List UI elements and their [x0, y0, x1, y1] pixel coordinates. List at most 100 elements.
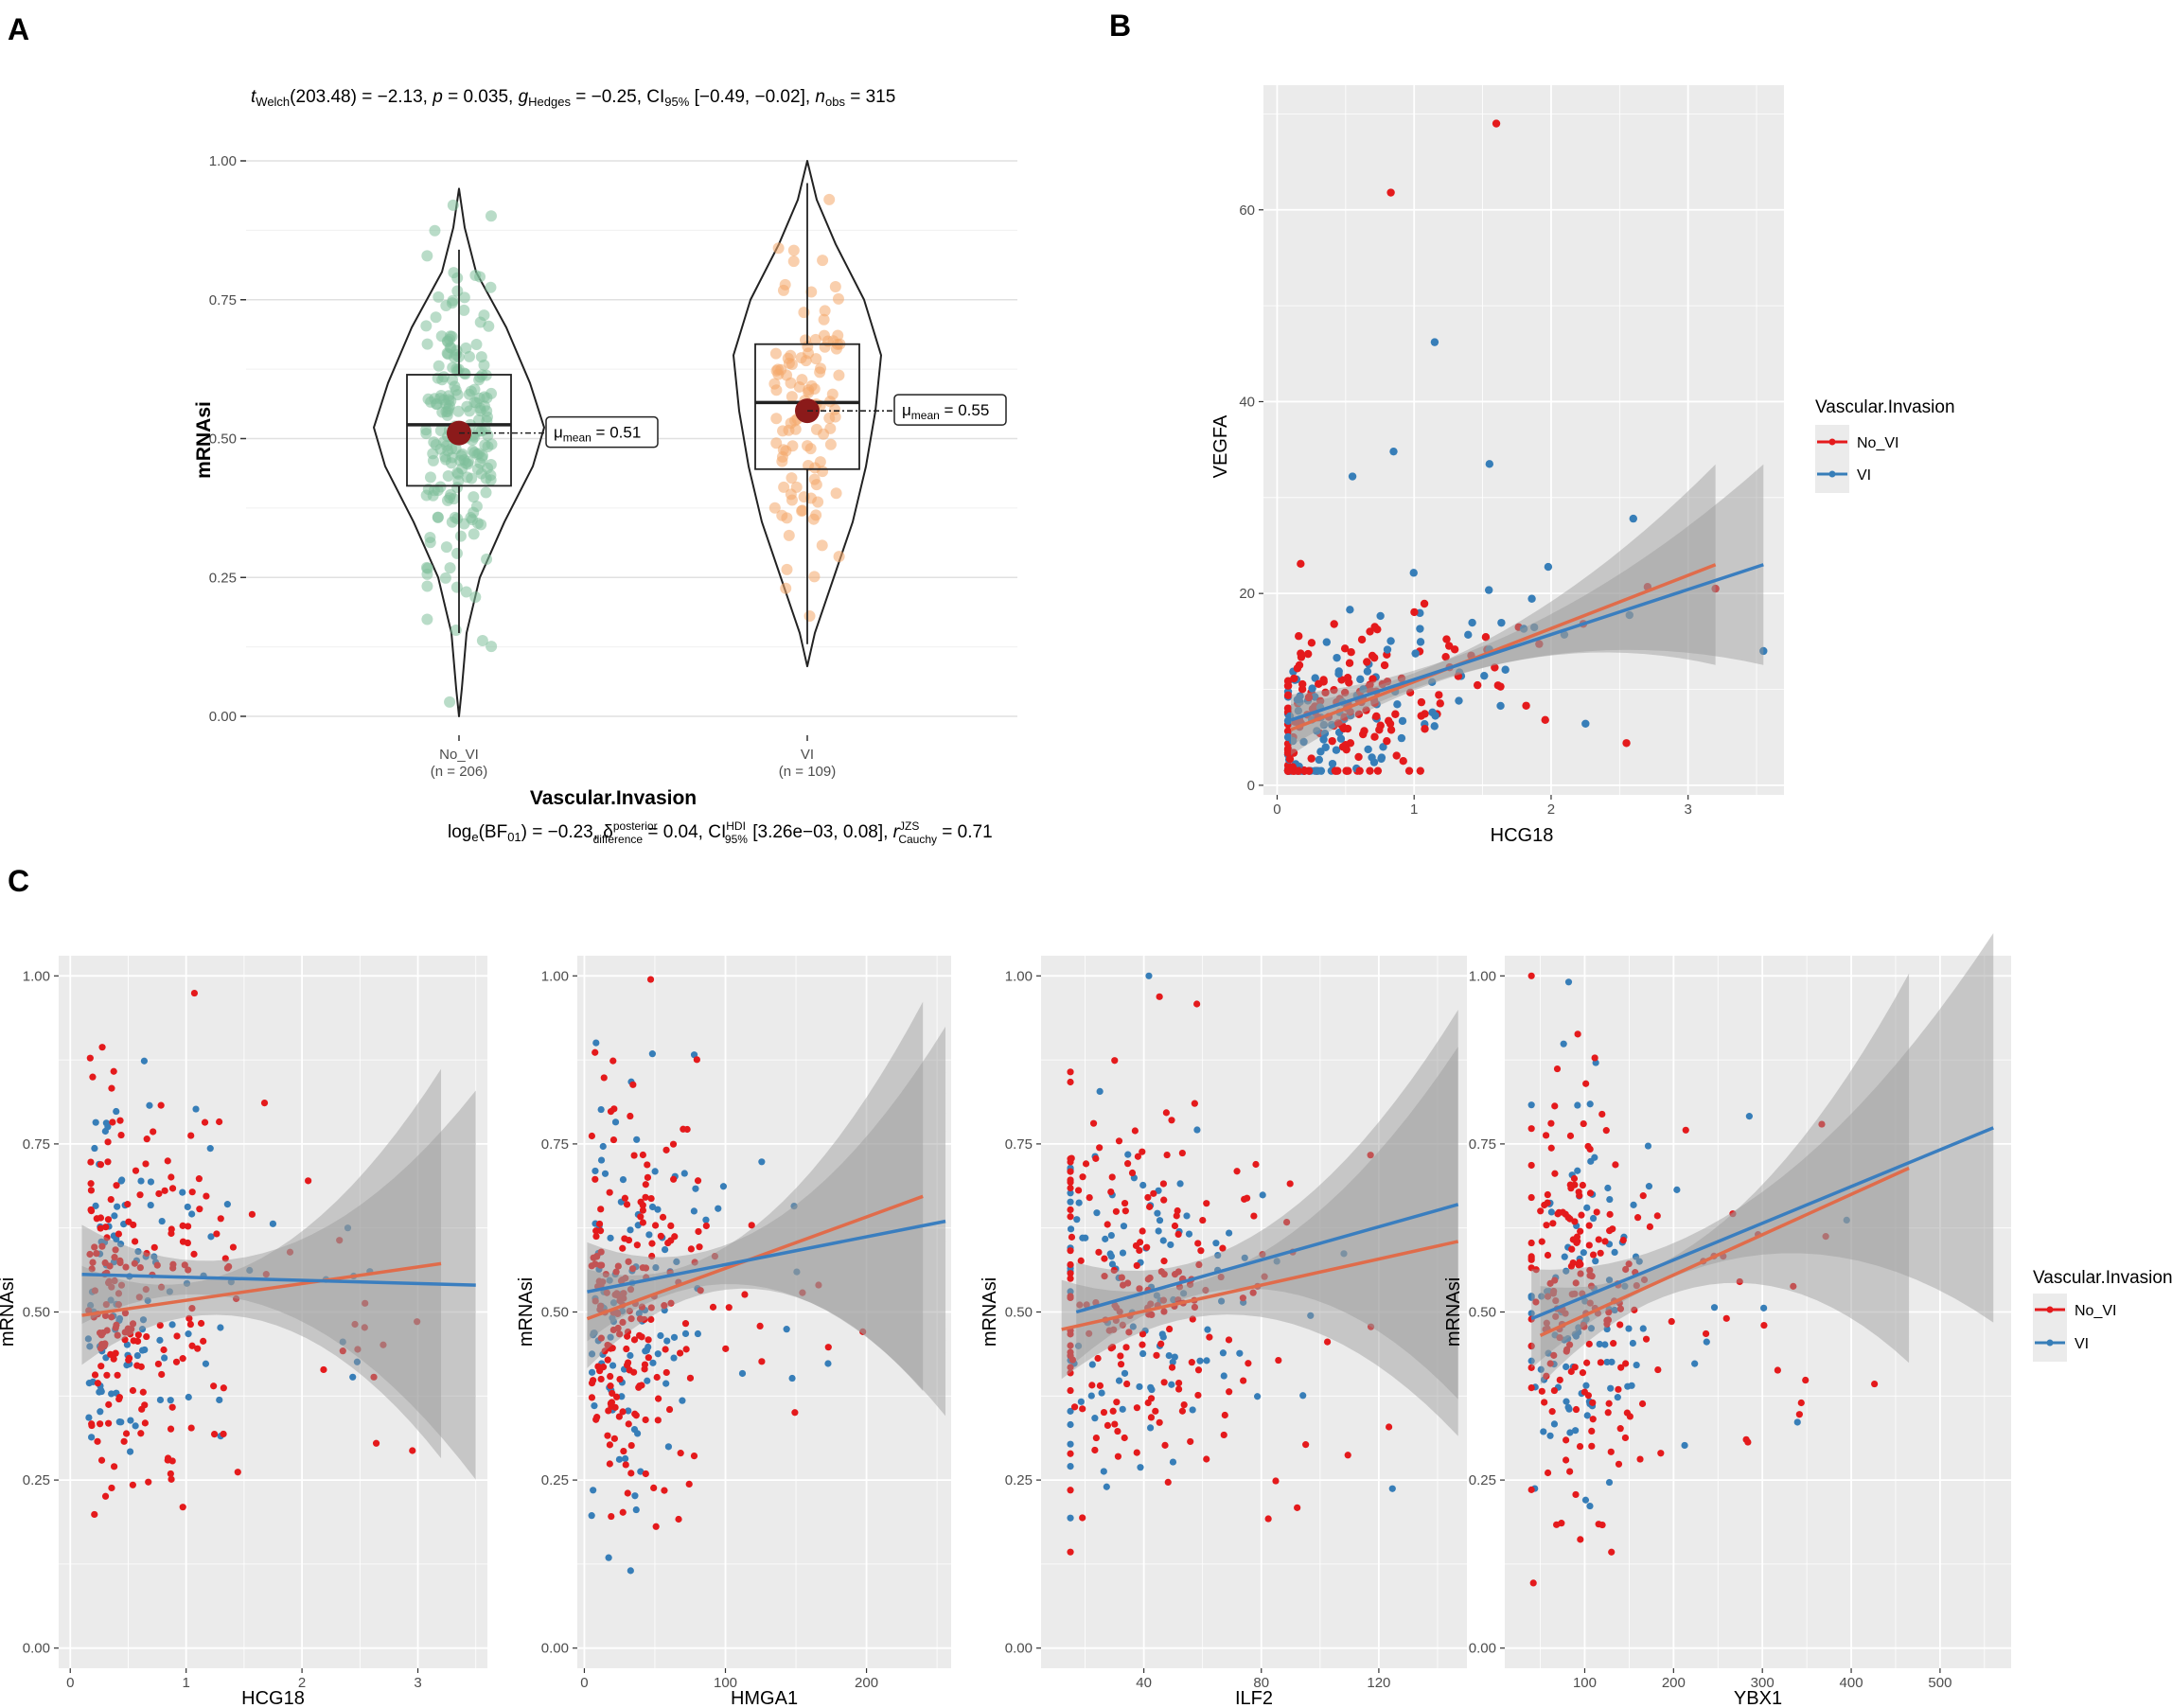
scatter-point-no-vi [620, 1447, 627, 1455]
scatter-point-no-vi [625, 1258, 632, 1265]
scatter-point-no-vi [1386, 188, 1395, 197]
scatter-point-vi [97, 1408, 104, 1416]
scatter-point-no-vi [102, 1224, 110, 1231]
scatter-point-no-vi [361, 1324, 368, 1331]
scatter-point-no-vi [677, 1349, 684, 1357]
scatter-point-no-vi [188, 1189, 196, 1196]
scatter-point-no-vi [1302, 1441, 1310, 1449]
scatter-point-no-vi [592, 1048, 599, 1056]
scatter-point-no-vi [606, 1460, 613, 1468]
scatter-point-no-vi [1160, 1196, 1168, 1204]
violin-point [485, 458, 497, 470]
scatter-point-no-vi [1114, 1453, 1122, 1460]
scatter-point-vi [1628, 1382, 1635, 1389]
scatter-point-no-vi [1616, 1305, 1625, 1312]
scatter-point-no-vi [1654, 1365, 1662, 1374]
scatter-point-vi [127, 1417, 134, 1424]
scatter-point-vi [1550, 1420, 1559, 1428]
scatter-point-no-vi [120, 1437, 128, 1445]
scatter-point-no-vi [635, 1383, 643, 1391]
scatter-point-vi [1546, 1432, 1554, 1439]
scatter-point-vi [1196, 1357, 1204, 1365]
scatter-point-no-vi [1617, 1364, 1625, 1371]
violin-point [440, 541, 452, 554]
scatter-point-vi [92, 1202, 99, 1209]
scatter-point-no-vi [210, 1382, 218, 1390]
scatter-point-no-vi [260, 1099, 269, 1107]
scatter-point-no-vi [1290, 674, 1298, 683]
scatter-point-vi [1586, 1101, 1594, 1108]
scatter-point-vi [1759, 646, 1768, 656]
scatter-point-no-vi [1193, 1000, 1201, 1008]
scatter-point-no-vi [613, 1290, 621, 1297]
scatter-point-vi [1364, 745, 1372, 754]
scatter-point-no-vi [1639, 1192, 1647, 1200]
scatter-point-no-vi [362, 1299, 369, 1307]
scatter-point-no-vi [606, 1189, 613, 1196]
scatter-point-no-vi [1615, 1460, 1623, 1468]
scatter-point-no-vi [1092, 1154, 1100, 1162]
scatter-point-no-vi [1133, 1404, 1141, 1412]
violin-point [799, 334, 811, 346]
scatter-point-no-vi [1577, 1536, 1584, 1543]
scatter-point-no-vi [1633, 1214, 1642, 1222]
x-tick-label: 1 [1410, 801, 1418, 818]
confidence-band-vi [1076, 1010, 1458, 1400]
scatter-point-no-vi [153, 1261, 161, 1269]
scatter-point-no-vi [117, 1131, 125, 1139]
scatter-point-no-vi [693, 1056, 700, 1064]
violin-point [439, 572, 451, 584]
scatter-point-no-vi [1114, 1427, 1121, 1435]
violin-point [456, 463, 468, 475]
scatter-point-no-vi [124, 1201, 132, 1208]
scatter-point-no-vi [1283, 727, 1293, 735]
scatter-point-no-vi [627, 1315, 635, 1323]
violin-point [469, 591, 482, 604]
scatter-point-no-vi [88, 1265, 96, 1273]
scatter-point-vi [637, 1468, 645, 1475]
scatter-point-vi [207, 1233, 215, 1241]
scatter-point-no-vi [601, 1347, 609, 1355]
scatter-point-no-vi [109, 1118, 116, 1126]
scatter-point-vi [1596, 1340, 1603, 1348]
scatter-point-no-vi [639, 1264, 646, 1272]
scatter-point-vi [1614, 1394, 1621, 1401]
scatter-point-no-vi [161, 1187, 168, 1194]
scatter-point-vi [1146, 1424, 1155, 1432]
violin-point [770, 413, 783, 425]
scatter-panel-c2: 0 100 200 0.00 0.25 0.50 0.75 1.00 [541, 956, 951, 1691]
y-tick-label: 40 [1239, 394, 1255, 410]
fit-line-no-vi [1290, 563, 1717, 731]
scatter-point-vi [1334, 669, 1343, 678]
scatter-point-vi [1480, 671, 1489, 680]
scatter-point-vi [1129, 1323, 1137, 1330]
scatter-point-no-vi [1818, 1120, 1826, 1128]
violin-point [464, 405, 476, 417]
scatter-point-vi [1538, 1293, 1545, 1300]
scatter-point-no-vi [114, 1371, 121, 1379]
scatter-point-vi [1484, 586, 1493, 594]
scatter-point-no-vi [1359, 730, 1368, 739]
scatter-point-vi [1563, 1267, 1570, 1275]
scatter-point-no-vi [619, 1508, 627, 1516]
violin-point [787, 255, 800, 268]
scatter-point-no-vi [1570, 1174, 1579, 1183]
scatter-point-no-vi [1568, 1291, 1576, 1298]
scatter-point-vi [1212, 1240, 1220, 1247]
scatter-point-vi [633, 1430, 642, 1437]
scatter-point-no-vi [187, 1132, 195, 1139]
scatter-point-no-vi [1550, 1351, 1558, 1359]
violin-point [818, 313, 830, 326]
scatter-point-vi [590, 1487, 597, 1494]
scatter-point-no-vi [1622, 1265, 1630, 1274]
scatter-point-vi [631, 1492, 639, 1500]
scatter-point-no-vi [94, 1380, 102, 1387]
scatter-point-no-vi [103, 1371, 111, 1379]
scatter-point-no-vi [150, 1128, 157, 1136]
scatter-point-no-vi [1173, 1212, 1180, 1220]
scatter-point-no-vi [1067, 1352, 1074, 1360]
violin-point [786, 440, 799, 452]
scatter-point-no-vi [648, 1252, 656, 1260]
violin-point [823, 193, 836, 205]
scatter-point-no-vi [1067, 1386, 1074, 1395]
